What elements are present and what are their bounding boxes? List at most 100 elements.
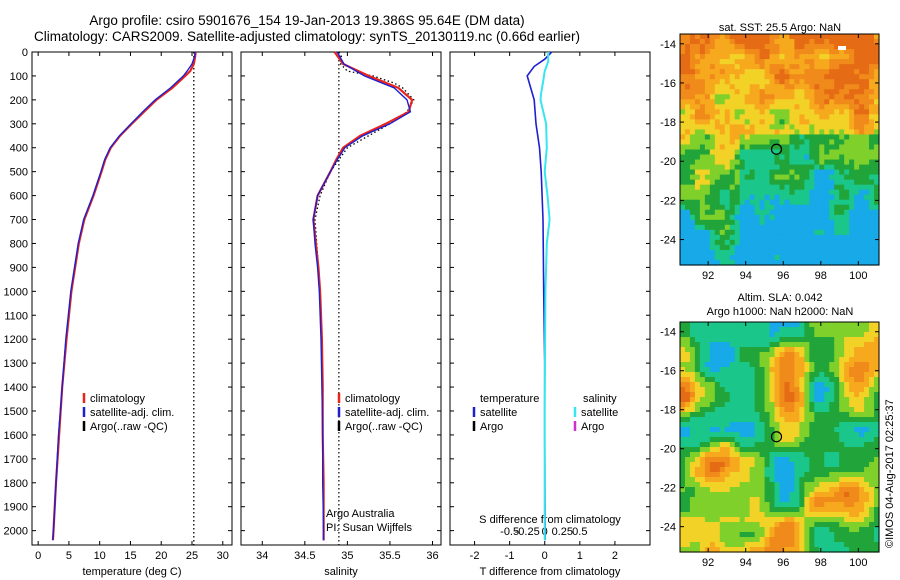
- map-cell: [709, 402, 716, 408]
- map-cell: [754, 342, 761, 348]
- map-cell: [824, 527, 830, 533]
- map-cell: [809, 492, 815, 498]
- map-cell: [759, 432, 766, 438]
- map-cell: [699, 179, 706, 186]
- map-cell: [704, 219, 711, 226]
- map-cell: [779, 387, 786, 393]
- map-cell: [804, 174, 810, 181]
- map-cell: [729, 487, 736, 493]
- map-cell: [699, 254, 706, 261]
- map-cell: [744, 209, 751, 216]
- map-cell: [814, 64, 820, 70]
- map-cell: [799, 179, 805, 186]
- map-cell: [759, 174, 766, 181]
- map-cell: [769, 209, 776, 216]
- map-cell: [689, 79, 696, 85]
- map-cell: [799, 322, 805, 328]
- map-cell: [794, 367, 800, 373]
- map-cell: [759, 522, 766, 528]
- map-cell: [769, 204, 776, 211]
- map-cell: [789, 184, 796, 191]
- map-cell: [729, 209, 736, 216]
- map-cell: [799, 432, 805, 438]
- map-cell: [844, 442, 850, 448]
- map-cell: [704, 184, 711, 191]
- map-cell: [834, 134, 840, 141]
- map-cell: [849, 149, 855, 156]
- map-cell: [714, 517, 721, 523]
- map-cell: [844, 74, 850, 80]
- map-cell: [874, 377, 880, 383]
- map-cell: [744, 54, 751, 60]
- map-cell: [764, 184, 771, 191]
- map-cell: [819, 502, 825, 508]
- map-cell: [819, 179, 825, 186]
- map-cell: [819, 492, 825, 498]
- map-cell: [799, 229, 805, 236]
- map-cell: [734, 59, 741, 65]
- map-cell: [794, 124, 800, 131]
- map-cell: [739, 457, 746, 463]
- map-cell: [804, 214, 810, 221]
- map-cell: [869, 234, 875, 241]
- map-cell: [680, 467, 686, 473]
- map-cell: [829, 467, 835, 473]
- map-cell: [839, 332, 845, 338]
- map-cell: [834, 59, 840, 65]
- map-cell: [734, 209, 741, 216]
- map-cell: [759, 362, 766, 368]
- map-cell: [689, 477, 696, 483]
- map-cell: [689, 104, 696, 110]
- xtick-label: 35: [341, 550, 353, 562]
- map-cell: [864, 362, 870, 368]
- map-cell: [794, 99, 800, 105]
- map-cell: [714, 437, 721, 443]
- map-cell: [694, 372, 701, 378]
- map-cell: [729, 347, 736, 353]
- map-cell: [714, 462, 721, 468]
- map-cell: [794, 507, 800, 513]
- map-cell: [749, 507, 756, 513]
- map-cell: [719, 402, 726, 408]
- map-cell: [849, 109, 855, 115]
- map-cell: [689, 84, 696, 90]
- map-cell: [734, 64, 741, 70]
- map-cell: [680, 547, 686, 553]
- map-cell: [869, 169, 875, 176]
- map-cell: [680, 322, 686, 328]
- map-cell: [794, 154, 800, 161]
- map-cell: [779, 417, 786, 423]
- map-cell: [839, 482, 845, 488]
- map-cell: [824, 532, 830, 538]
- map-cell: [689, 472, 696, 478]
- map-cell: [764, 417, 771, 423]
- map-cell: [704, 442, 711, 448]
- map-cell: [714, 492, 721, 498]
- map-cell: [694, 244, 701, 251]
- map-cell: [869, 139, 875, 146]
- map-cell: [859, 124, 865, 131]
- map-cell: [819, 362, 825, 368]
- map-cell: [834, 462, 840, 468]
- map-cell: [774, 119, 781, 125]
- map-cell: [694, 392, 701, 398]
- map-cell: [824, 437, 830, 443]
- map-cell: [829, 412, 835, 418]
- map-cell: [719, 69, 726, 75]
- map-cell: [859, 79, 865, 85]
- map-cell: [759, 422, 766, 428]
- map-cell: [864, 64, 870, 70]
- map-cell: [814, 497, 820, 503]
- map-cell: [724, 214, 731, 221]
- map-cell: [744, 64, 751, 70]
- map-cell: [819, 387, 825, 393]
- map-cell: [699, 84, 706, 90]
- map-cell: [844, 204, 850, 211]
- map-cell: [814, 527, 820, 533]
- map-cell: [849, 124, 855, 131]
- map-cell: [864, 507, 870, 513]
- map-cell: [719, 357, 726, 363]
- map-cell: [724, 352, 731, 358]
- map-cell: [819, 357, 825, 363]
- map-cell: [714, 497, 721, 503]
